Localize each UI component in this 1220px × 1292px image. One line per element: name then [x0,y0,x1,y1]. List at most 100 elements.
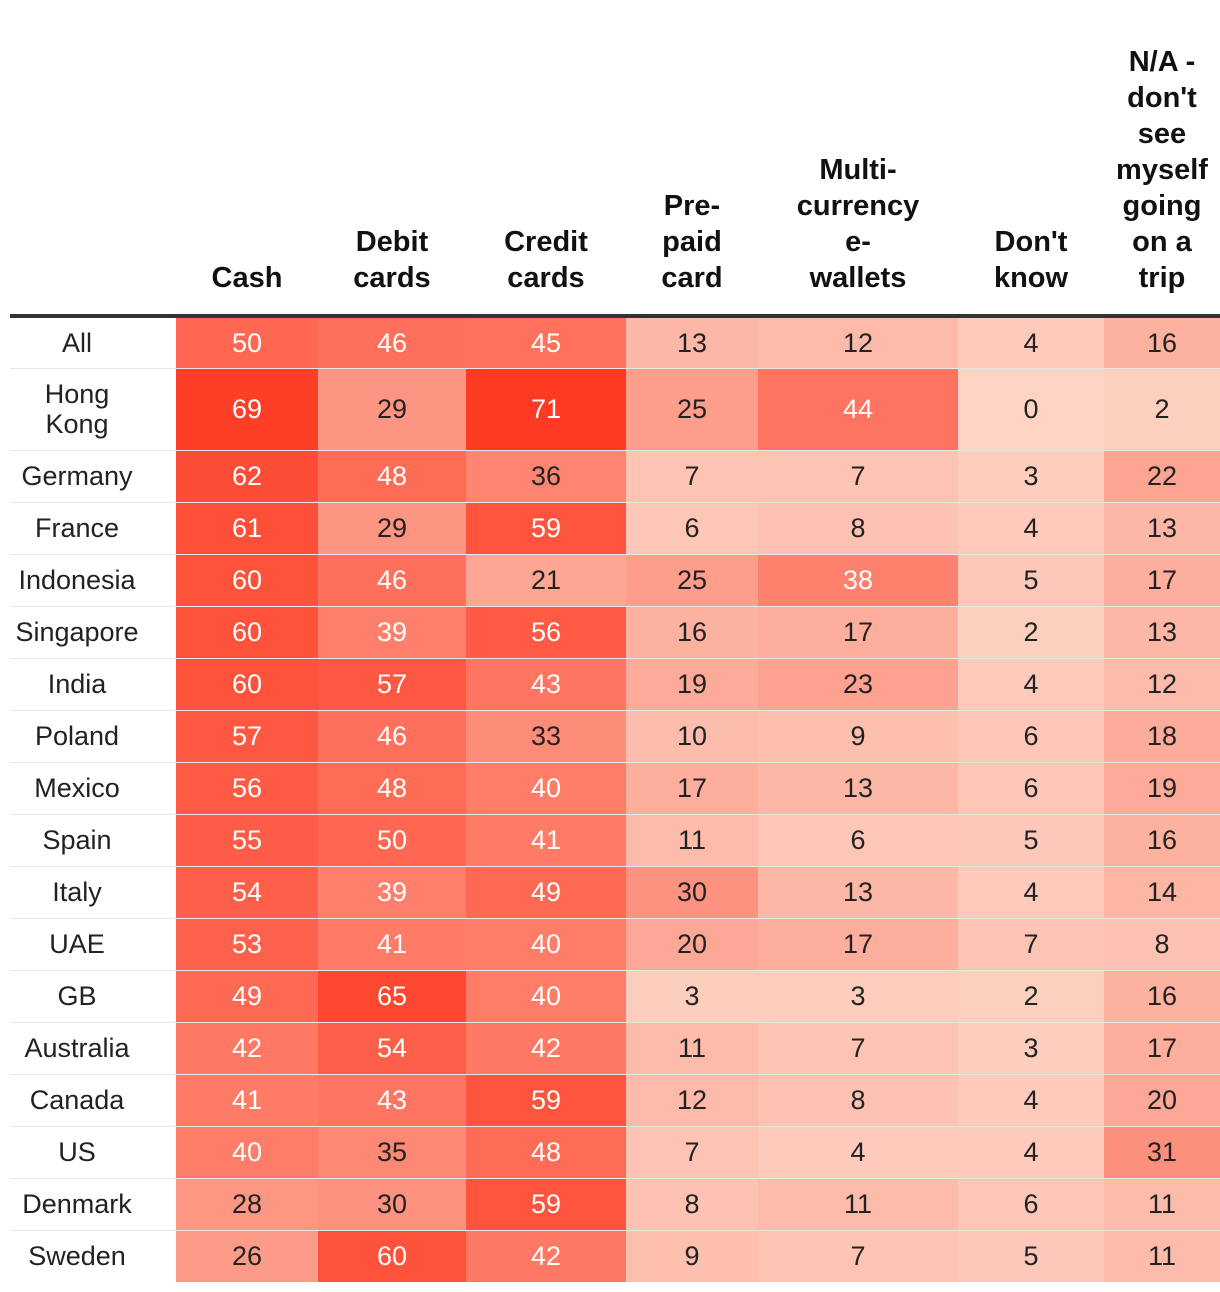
row-separator [10,1022,1220,1023]
cell-germany-cash: 62 [176,450,318,502]
cell-us-credit-cards: 48 [466,1126,626,1178]
row-separator [10,450,1220,451]
cell-canada-credit-cards: 59 [466,1074,626,1126]
cell-india-n-a-i-don-t-see-myself-going-on-a-trip: 12 [1104,658,1220,710]
row-label-uae: UAE [49,929,105,959]
cell-indonesia-cash: 60 [176,554,318,606]
cell-italy-multi-currency-e-wallets: 13 [758,866,958,918]
cell-germany-debit-cards: 48 [318,450,466,502]
row-separator [10,1126,1220,1127]
cell-hong-kong-n-a-i-don-t-see-myself-going-on-a-trip: 2 [1104,368,1220,450]
cell-spain-pre-paid-card: 11 [626,814,758,866]
column-header-don-t-know: Don't know [993,226,1069,294]
cell-sweden-don-t-know: 5 [958,1230,1104,1282]
cell-canada-don-t-know: 4 [958,1074,1104,1126]
cell-mexico-pre-paid-card: 17 [626,762,758,814]
cell-uae-multi-currency-e-wallets: 17 [758,918,958,970]
cell-france-credit-cards: 59 [466,502,626,554]
cell-indonesia-debit-cards: 46 [318,554,466,606]
cell-uae-don-t-know: 7 [958,918,1104,970]
row-separator [10,658,1220,659]
row-label-australia: Australia [24,1033,130,1063]
row-separator [10,554,1220,555]
cell-us-multi-currency-e-wallets: 4 [758,1126,958,1178]
cell-denmark-credit-cards: 59 [466,1178,626,1230]
row-separator [10,814,1220,815]
cell-singapore-don-t-know: 2 [958,606,1104,658]
cell-sweden-debit-cards: 60 [318,1230,466,1282]
cell-australia-don-t-know: 3 [958,1022,1104,1074]
cell-indonesia-pre-paid-card: 25 [626,554,758,606]
cell-singapore-credit-cards: 56 [466,606,626,658]
cell-uae-pre-paid-card: 20 [626,918,758,970]
column-header-credit-cards: Credit cards [504,226,588,294]
cell-italy-debit-cards: 39 [318,866,466,918]
cell-us-n-a-i-don-t-see-myself-going-on-a-trip: 31 [1104,1126,1220,1178]
cell-australia-pre-paid-card: 11 [626,1022,758,1074]
cell-hong-kong-multi-currency-e-wallets: 44 [758,368,958,450]
row-separator [10,970,1220,971]
cell-indonesia-multi-currency-e-wallets: 38 [758,554,958,606]
cell-all-n-a-i-don-t-see-myself-going-on-a-trip: 16 [1104,318,1220,368]
column-header-debit-cards: Debit cards [353,226,431,294]
cell-denmark-don-t-know: 6 [958,1178,1104,1230]
cell-canada-pre-paid-card: 12 [626,1074,758,1126]
row-separator [10,1230,1220,1231]
cell-poland-pre-paid-card: 10 [626,710,758,762]
row-separator [10,710,1220,711]
cell-hong-kong-cash: 69 [176,368,318,450]
cell-poland-multi-currency-e-wallets: 9 [758,710,958,762]
row-separator [10,368,1220,369]
cell-india-debit-cards: 57 [318,658,466,710]
cell-hong-kong-don-t-know: 0 [958,368,1104,450]
cell-poland-n-a-i-don-t-see-myself-going-on-a-trip: 18 [1104,710,1220,762]
cell-india-pre-paid-card: 19 [626,658,758,710]
row-separator [10,1178,1220,1179]
row-separator [10,866,1220,867]
row-separator [10,762,1220,763]
cell-sweden-cash: 26 [176,1230,318,1282]
cell-mexico-cash: 56 [176,762,318,814]
row-label-singapore: Singapore [15,617,139,647]
cell-mexico-credit-cards: 40 [466,762,626,814]
row-separator [10,918,1220,919]
row-label-gb: GB [57,981,97,1011]
cell-all-multi-currency-e-wallets: 12 [758,318,958,368]
cell-indonesia-credit-cards: 21 [466,554,626,606]
cell-canada-debit-cards: 43 [318,1074,466,1126]
cell-india-cash: 60 [176,658,318,710]
cell-gb-pre-paid-card: 3 [626,970,758,1022]
cell-india-multi-currency-e-wallets: 23 [758,658,958,710]
row-label-hong-kong: Hong Kong [44,379,110,439]
row-label-spain: Spain [42,825,112,855]
cell-us-don-t-know: 4 [958,1126,1104,1178]
cell-france-don-t-know: 4 [958,502,1104,554]
cell-all-cash: 50 [176,318,318,368]
cell-us-cash: 40 [176,1126,318,1178]
cell-gb-credit-cards: 40 [466,970,626,1022]
cell-gb-debit-cards: 65 [318,970,466,1022]
cell-hong-kong-credit-cards: 71 [466,368,626,450]
row-label-canada: Canada [29,1085,125,1115]
cell-spain-don-t-know: 5 [958,814,1104,866]
row-label-sweden: Sweden [28,1241,126,1271]
cell-france-debit-cards: 29 [318,502,466,554]
cell-singapore-multi-currency-e-wallets: 17 [758,606,958,658]
cell-poland-cash: 57 [176,710,318,762]
cell-germany-credit-cards: 36 [466,450,626,502]
cell-australia-cash: 42 [176,1022,318,1074]
cell-singapore-debit-cards: 39 [318,606,466,658]
cell-poland-credit-cards: 33 [466,710,626,762]
cell-denmark-n-a-i-don-t-see-myself-going-on-a-trip: 11 [1104,1178,1220,1230]
cell-all-don-t-know: 4 [958,318,1104,368]
cell-spain-cash: 55 [176,814,318,866]
cell-sweden-n-a-i-don-t-see-myself-going-on-a-trip: 11 [1104,1230,1220,1282]
cell-denmark-multi-currency-e-wallets: 11 [758,1178,958,1230]
cell-mexico-don-t-know: 6 [958,762,1104,814]
cell-france-cash: 61 [176,502,318,554]
cell-germany-pre-paid-card: 7 [626,450,758,502]
cell-gb-multi-currency-e-wallets: 3 [758,970,958,1022]
cell-poland-debit-cards: 46 [318,710,466,762]
row-label-poland: Poland [34,721,120,751]
